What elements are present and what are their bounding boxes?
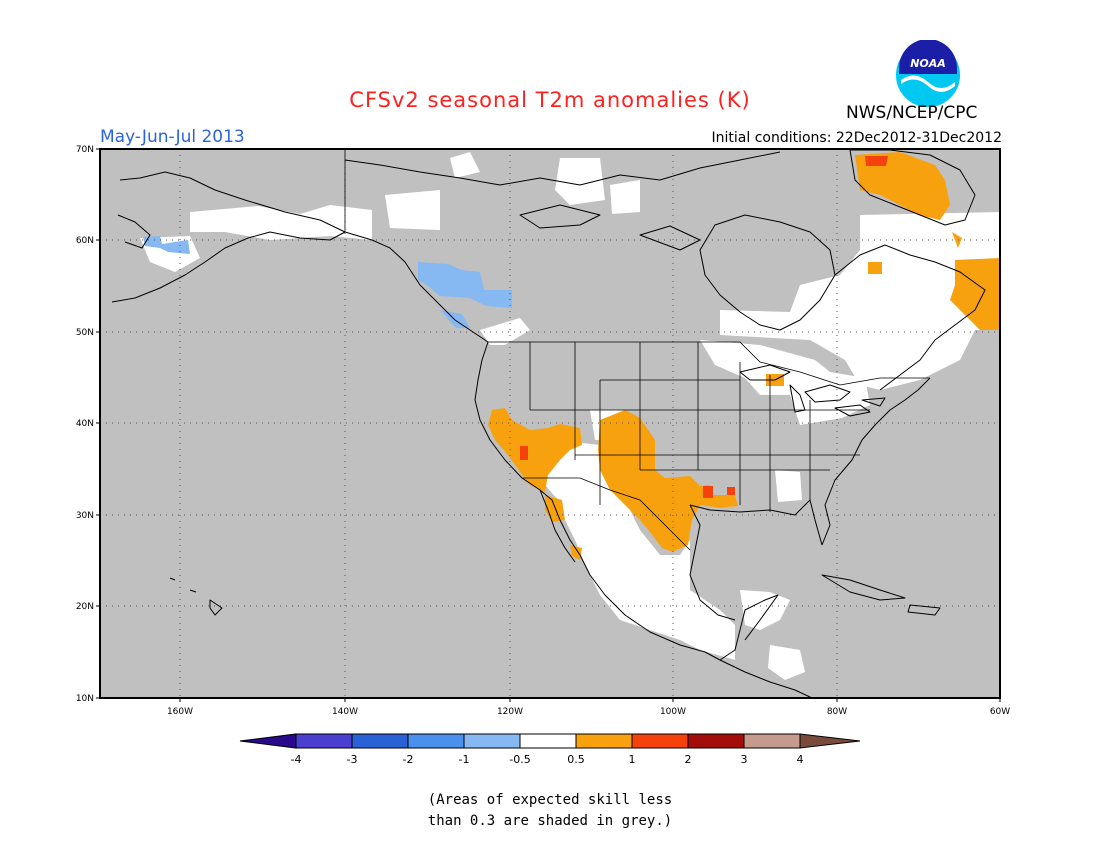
lon-label: 100W bbox=[660, 707, 686, 717]
colorbar-tick: 0.5 bbox=[567, 753, 585, 766]
warm-anomaly-05-1 bbox=[488, 152, 1000, 560]
colorbar-box bbox=[519, 733, 577, 749]
colorbar-high-triangle bbox=[799, 733, 861, 749]
colorbar-box bbox=[463, 733, 521, 749]
colorbar-tick: 3 bbox=[741, 753, 748, 766]
skill-note: (Areas of expected skill less than 0.3 a… bbox=[0, 790, 1100, 832]
skill-note-line: (Areas of expected skill less bbox=[427, 792, 673, 808]
colorbar-tick: -0.5 bbox=[509, 753, 530, 766]
colorbar-tick: 1 bbox=[629, 753, 636, 766]
colorbar-tick: -1 bbox=[459, 753, 470, 766]
lat-label: 40N bbox=[76, 419, 94, 429]
colorbar-low-triangle bbox=[239, 733, 297, 749]
borders bbox=[344, 149, 930, 551]
lon-label: 140W bbox=[332, 707, 358, 717]
colorbar: -4 -3 -2 -1 -0.5 0.5 1 2 3 4 bbox=[239, 733, 861, 766]
colorbar-tick: 4 bbox=[797, 753, 804, 766]
colorbar-box bbox=[575, 733, 633, 749]
lat-labels: 70N 60N 50N 40N 30N 20N 10N bbox=[76, 145, 94, 704]
lat-label: 60N bbox=[76, 236, 94, 246]
lon-label: 120W bbox=[497, 707, 523, 717]
colorbar-box bbox=[631, 733, 689, 749]
colorbar-box bbox=[407, 733, 465, 749]
lat-label: 50N bbox=[76, 328, 94, 338]
initial-conditions: Initial conditions: 22Dec2012-31Dec2012 bbox=[711, 130, 1003, 146]
skill-note-line: than 0.3 are shaded in grey.) bbox=[427, 813, 673, 829]
colorbar-tick: -4 bbox=[291, 753, 302, 766]
colorbar-tick: -3 bbox=[347, 753, 358, 766]
lon-label: 60W bbox=[990, 707, 1010, 717]
warm-anomaly-1-2 bbox=[520, 156, 888, 498]
colorbar-box bbox=[687, 733, 745, 749]
colorbar-box bbox=[295, 733, 353, 749]
lon-label: 80W bbox=[827, 707, 847, 717]
map-title: CFSv2 seasonal T2m anomalies (K) bbox=[349, 88, 751, 112]
colorbar-tick: -2 bbox=[403, 753, 414, 766]
lon-label: 160W bbox=[167, 707, 193, 717]
lat-label: 20N bbox=[76, 602, 94, 612]
agency-label: NWS/NCEP/CPC bbox=[846, 103, 978, 123]
lon-labels: 160W 140W 120W 100W 80W 60W bbox=[167, 707, 1010, 717]
lat-label: 10N bbox=[76, 694, 94, 704]
lat-ticks bbox=[96, 148, 100, 699]
colorbar-box bbox=[743, 733, 801, 749]
lon-ticks bbox=[179, 698, 1001, 702]
colorbar-box bbox=[351, 733, 409, 749]
forecast-period: May-Jun-Jul 2013 bbox=[100, 127, 245, 147]
noaa-logo: NOAA bbox=[894, 40, 962, 109]
lat-label: 30N bbox=[76, 511, 94, 521]
logo-text: NOAA bbox=[910, 57, 946, 70]
lat-label: 70N bbox=[76, 145, 94, 155]
colorbar-tick: 2 bbox=[685, 753, 692, 766]
